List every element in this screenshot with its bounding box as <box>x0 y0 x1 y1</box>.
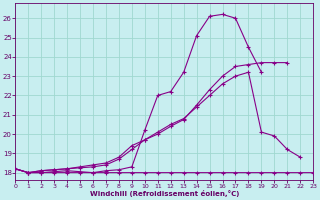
X-axis label: Windchill (Refroidissement éolien,°C): Windchill (Refroidissement éolien,°C) <box>90 190 239 197</box>
